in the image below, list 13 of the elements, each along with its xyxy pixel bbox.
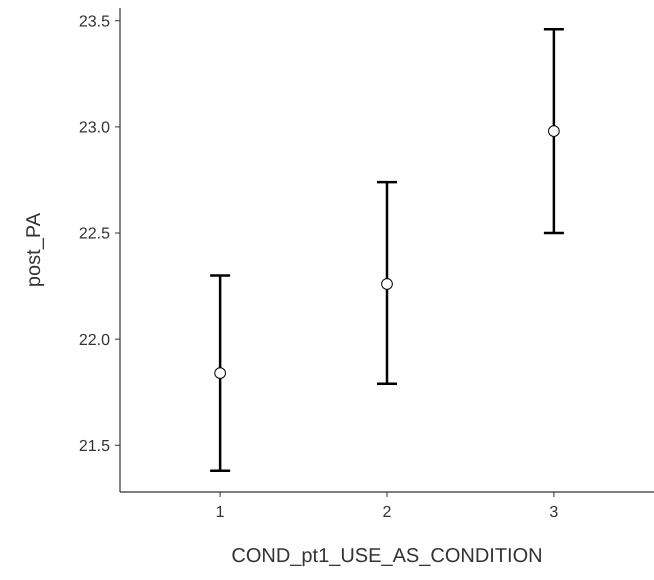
- point: [214, 367, 226, 379]
- y-tick-label: 23.0: [78, 119, 110, 136]
- y-tick-label: 21.5: [78, 438, 110, 455]
- x-tick-label: 3: [549, 504, 558, 521]
- y-axis-title: post_PA: [23, 212, 45, 288]
- x-tick-label: 2: [382, 504, 392, 521]
- x-tick-label: 1: [216, 504, 225, 521]
- point: [381, 278, 393, 290]
- y-tick-label: 23.5: [78, 13, 110, 30]
- y-tick-label: 22.0: [78, 332, 110, 349]
- y-tick-label: 22.5: [78, 226, 110, 243]
- point: [548, 125, 560, 137]
- x-axis-title: COND_pt1_USE_AS_CONDITION: [231, 545, 543, 567]
